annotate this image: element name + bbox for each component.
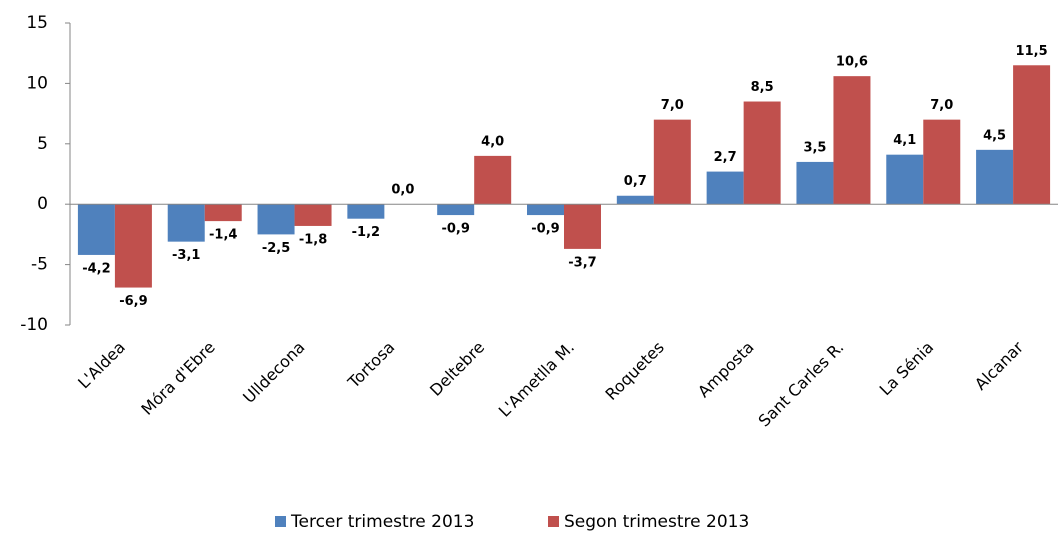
value-label: -1,2: [352, 225, 380, 240]
value-label: 4,1: [893, 133, 916, 148]
value-label: 4,0: [481, 134, 504, 149]
value-label: -4,2: [82, 261, 110, 276]
x-tick-label: Roquetes: [602, 338, 668, 404]
value-label: -1,4: [209, 228, 237, 243]
y-tick-label: 10: [26, 73, 48, 93]
bar: [976, 149, 1014, 205]
bar: [474, 155, 512, 205]
value-label: 0,7: [624, 174, 647, 189]
value-label: 0,0: [391, 183, 414, 198]
bar: [796, 161, 834, 205]
x-tick-label: L'Aldea: [74, 338, 129, 393]
bar: [294, 204, 332, 226]
x-tick-label: Móra d'Ebre: [137, 338, 218, 419]
value-label: 4,5: [983, 128, 1006, 143]
bar: [204, 204, 242, 222]
x-tick-label: Tortosa: [343, 338, 398, 393]
value-label: 7,0: [930, 98, 953, 113]
value-label: 8,5: [751, 80, 774, 95]
bar: [886, 154, 924, 205]
value-label: 10,6: [836, 55, 868, 70]
bar: [527, 204, 564, 216]
x-tick-label: Sant Carles R.: [755, 338, 848, 431]
value-label: 11,5: [1016, 44, 1048, 59]
y-tick-label: 0: [37, 194, 48, 214]
bar: [1013, 65, 1051, 205]
bar: [347, 204, 385, 219]
x-tick-label: Ulldecona: [239, 338, 308, 407]
bar: [257, 204, 295, 235]
y-tick-label: 5: [37, 134, 48, 154]
bar: [77, 204, 115, 255]
value-label: -1,8: [299, 232, 327, 247]
value-label: -0,9: [531, 222, 559, 237]
bar: [114, 204, 152, 288]
legend-swatch: [548, 516, 559, 527]
x-tick-label: Deltebre: [426, 338, 488, 400]
value-label: -3,7: [568, 255, 596, 270]
y-tick-label: -10: [20, 315, 48, 335]
value-label: -0,9: [441, 222, 469, 237]
value-label: 7,0: [661, 98, 684, 113]
value-label: -6,9: [119, 294, 147, 309]
value-label: -2,5: [262, 241, 290, 256]
bar: [833, 76, 871, 205]
y-tick-label: 15: [26, 13, 48, 33]
bar: [167, 204, 205, 242]
x-tick-label: Amposta: [694, 338, 758, 402]
bar: [437, 204, 475, 216]
bar: [743, 101, 781, 205]
bar: [616, 195, 654, 205]
bar: [923, 119, 961, 205]
bar: [564, 204, 601, 249]
bar: [653, 119, 691, 205]
value-label: 2,7: [714, 150, 737, 165]
y-tick-label: -5: [31, 255, 48, 275]
bar: [706, 171, 744, 205]
x-tick-label: La Sénia: [876, 338, 938, 400]
legend-swatch: [275, 516, 286, 527]
value-label: 3,5: [803, 140, 826, 155]
legend-label: Tercer trimestre 2013: [290, 512, 474, 532]
x-tick-label: L'Ametlla M.: [495, 338, 578, 421]
x-tick-label: Alcanar: [971, 337, 1028, 394]
legend-label: Segon trimestre 2013: [564, 512, 749, 532]
value-label: -3,1: [172, 248, 200, 263]
